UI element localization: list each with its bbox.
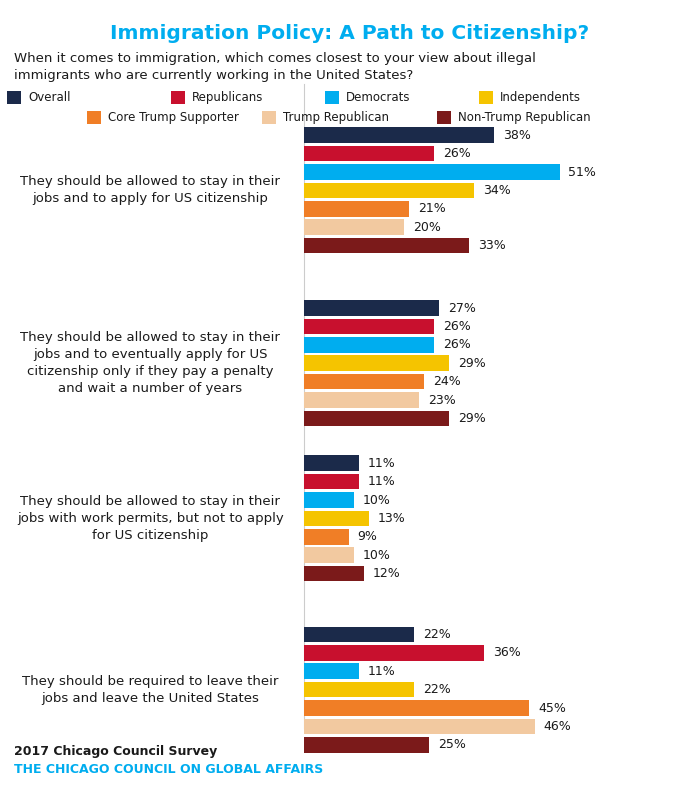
Bar (87, 111, 101, 124)
Text: They should be allowed to stay in their
jobs with work permits, but not to apply: They should be allowed to stay in their … (17, 495, 284, 542)
Text: 26%: 26% (442, 320, 470, 333)
Text: 38%: 38% (503, 129, 531, 142)
Text: Immigration Policy: A Path to Citizenship?: Immigration Policy: A Path to Citizenshi… (110, 24, 589, 43)
Bar (479, 91, 493, 104)
Bar (304, 529, 350, 545)
Text: Trump Republican: Trump Republican (283, 111, 389, 124)
Bar (304, 410, 449, 426)
Text: 29%: 29% (458, 357, 486, 370)
Text: When it comes to immigration, which comes closest to your view about illegal
imm: When it comes to immigration, which come… (14, 52, 536, 82)
Text: 34%: 34% (483, 184, 510, 197)
Bar (304, 182, 475, 198)
Bar (304, 718, 535, 734)
Text: 24%: 24% (433, 375, 461, 388)
Text: 22%: 22% (423, 683, 450, 696)
Bar (304, 318, 434, 334)
Bar (304, 219, 404, 235)
Bar (304, 700, 530, 716)
Text: 11%: 11% (368, 665, 396, 678)
Bar (304, 337, 434, 353)
Bar (304, 455, 359, 471)
Text: They should be required to leave their
jobs and leave the United States: They should be required to leave their j… (22, 674, 278, 705)
Text: Overall: Overall (28, 91, 71, 104)
Text: 33%: 33% (478, 239, 505, 252)
Text: 36%: 36% (493, 646, 521, 659)
Bar (304, 164, 559, 180)
Text: They should be allowed to stay in their
jobs and to apply for US citizenship: They should be allowed to stay in their … (20, 175, 280, 206)
Bar (171, 91, 185, 104)
Bar (304, 127, 494, 143)
Text: 12%: 12% (373, 567, 401, 580)
Bar (304, 474, 359, 490)
Text: 10%: 10% (363, 494, 391, 506)
Text: 23%: 23% (428, 394, 456, 406)
Bar (304, 510, 369, 526)
Text: 27%: 27% (448, 302, 475, 314)
Text: 11%: 11% (368, 457, 396, 470)
Text: 22%: 22% (423, 628, 450, 641)
Text: They should be allowed to stay in their
jobs and to eventually apply for US
citi: They should be allowed to stay in their … (20, 331, 280, 395)
Bar (304, 492, 354, 508)
Text: 26%: 26% (442, 338, 470, 351)
Bar (7, 91, 21, 104)
Bar (437, 111, 451, 124)
Text: 45%: 45% (538, 702, 565, 714)
Bar (304, 238, 470, 254)
Bar (304, 355, 449, 371)
Bar (304, 374, 424, 390)
Text: 9%: 9% (357, 530, 377, 543)
Text: Independents: Independents (500, 91, 581, 104)
Text: Republicans: Republicans (192, 91, 264, 104)
Text: 26%: 26% (442, 147, 470, 160)
Text: 11%: 11% (368, 475, 396, 488)
Bar (304, 663, 359, 679)
Bar (304, 737, 429, 753)
Text: 21%: 21% (418, 202, 445, 215)
Bar (304, 146, 434, 162)
Text: 2017 Chicago Council Survey: 2017 Chicago Council Survey (14, 746, 217, 758)
Bar (304, 645, 484, 661)
Text: Democrats: Democrats (346, 91, 410, 104)
Bar (325, 91, 339, 104)
Bar (304, 626, 415, 642)
Bar (304, 392, 419, 408)
Text: 20%: 20% (412, 221, 440, 234)
Bar (304, 547, 354, 563)
Text: 29%: 29% (458, 412, 486, 425)
Bar (304, 201, 410, 217)
Text: 51%: 51% (568, 166, 596, 178)
Text: 10%: 10% (363, 549, 391, 562)
Bar (262, 111, 276, 124)
Text: THE CHICAGO COUNCIL ON GLOBAL AFFAIRS: THE CHICAGO COUNCIL ON GLOBAL AFFAIRS (14, 763, 323, 776)
Text: 46%: 46% (543, 720, 570, 733)
Text: Core Trump Supporter: Core Trump Supporter (108, 111, 239, 124)
Bar (304, 300, 440, 316)
Text: 13%: 13% (377, 512, 405, 525)
Text: 25%: 25% (438, 738, 466, 751)
Bar (304, 682, 415, 698)
Text: Non-Trump Republican: Non-Trump Republican (458, 111, 591, 124)
Bar (304, 566, 364, 582)
